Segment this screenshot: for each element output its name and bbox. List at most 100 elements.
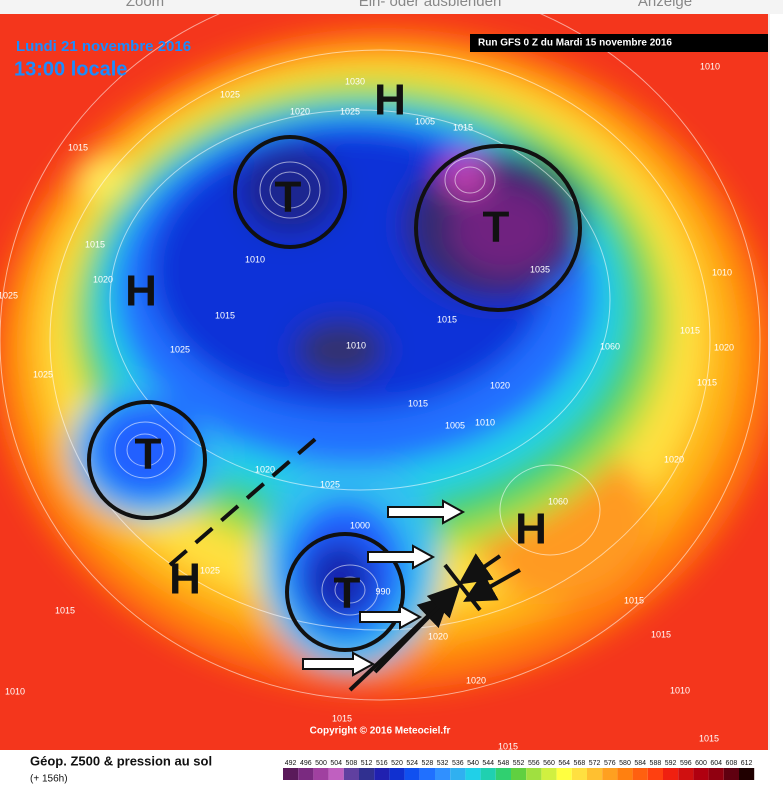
- isobar-label: 1020: [714, 342, 734, 352]
- scale-swatch: [708, 768, 724, 780]
- pressure-center: T: [483, 203, 510, 252]
- scale-swatch: [374, 768, 390, 780]
- isobar-label: 1020: [290, 106, 310, 116]
- isobar-label: 1015: [85, 239, 105, 249]
- isobar-label: 1010: [700, 61, 720, 71]
- scale-swatch: [632, 768, 648, 780]
- scale-swatch: [328, 768, 344, 780]
- isobar-label: 1010: [670, 685, 690, 695]
- pressure-center: T: [275, 173, 302, 222]
- scale-label: 500: [315, 760, 327, 767]
- scale-swatch: [404, 768, 420, 780]
- scale-swatch: [602, 768, 618, 780]
- scale-swatch: [495, 768, 511, 780]
- isobar-label: 1015: [332, 713, 352, 723]
- scale-label: 560: [543, 760, 555, 767]
- scale-swatch: [693, 768, 709, 780]
- isobar-label: 1060: [548, 496, 568, 506]
- scale-label: 576: [604, 760, 616, 767]
- copyright: Copyright © 2016 Meteociel.fr: [310, 726, 451, 737]
- scale-swatch: [617, 768, 633, 780]
- isobar-label: 1020: [664, 454, 684, 464]
- scale-label: 536: [452, 760, 464, 767]
- scale-swatch: [313, 768, 329, 780]
- scale-swatch: [343, 768, 359, 780]
- run-box: [470, 34, 768, 52]
- isobar-label: 1015: [453, 122, 473, 132]
- isobar-label: 1015: [651, 629, 671, 639]
- pressure-center: H: [169, 555, 201, 604]
- isobar-label: 1025: [0, 290, 18, 300]
- isobar-label: 1035: [530, 264, 550, 274]
- pressure-center: T: [334, 569, 361, 618]
- isobar-label: 1030: [345, 76, 365, 86]
- isobar-label: 1015: [437, 314, 457, 324]
- map: 1030 1025 1020 1025 1005 1015 1010 1015 1010 1015…: [0, 14, 768, 751]
- scale-label: 512: [361, 760, 373, 767]
- scale-label: 524: [406, 760, 418, 767]
- scale-swatch: [419, 768, 435, 780]
- isobar-label: 1005: [445, 420, 465, 430]
- scale-label: 540: [467, 760, 479, 767]
- isobar-label: 1010: [475, 417, 495, 427]
- toolbar-item: Ein- oder ausblenden: [359, 0, 502, 10]
- isobar-label: 1025: [200, 565, 220, 575]
- scale-swatch: [556, 768, 572, 780]
- isobar-label: 1010: [245, 254, 265, 264]
- pressure-center: T: [135, 430, 162, 479]
- pressure-center: H: [374, 76, 406, 125]
- isobar-label: 1015: [215, 310, 235, 320]
- scale-label: 572: [589, 760, 601, 767]
- isobar-label: 1020: [466, 675, 486, 685]
- isobar-label: 990: [375, 586, 390, 596]
- scale-label: 532: [437, 760, 449, 767]
- isobar-label: 1005: [415, 116, 435, 126]
- isobar-label: 1015: [68, 142, 88, 152]
- scale-label: 520: [391, 760, 403, 767]
- scale-swatch: [663, 768, 679, 780]
- isobar-label: 1000: [350, 520, 370, 530]
- scale-label: 580: [619, 760, 631, 767]
- scale-label: 608: [726, 760, 738, 767]
- legend-subtitle: (+ 156h): [30, 774, 68, 785]
- scale-swatch: [359, 768, 375, 780]
- isobar-label: 1020: [255, 464, 275, 474]
- toolbar-item: Zoom: [126, 0, 164, 10]
- date: Lundi 21 novembre 2016: [16, 38, 191, 55]
- scale-swatch: [587, 768, 603, 780]
- isobar-label: 1060: [600, 341, 620, 351]
- scale-label: 516: [376, 760, 388, 767]
- scale-swatch: [389, 768, 405, 780]
- isobar-label: 1010: [5, 686, 25, 696]
- isobar-label: 1015: [624, 595, 644, 605]
- scale-swatch: [723, 768, 739, 780]
- isobar-label: 1025: [320, 479, 340, 489]
- scale-swatch: [465, 768, 481, 780]
- scale-label: 552: [513, 760, 525, 767]
- isobar-label: 1015: [55, 605, 75, 615]
- scale-label: 592: [665, 760, 677, 767]
- scale-label: 584: [634, 760, 646, 767]
- scale-swatch: [450, 768, 466, 780]
- scale-swatch: [298, 768, 314, 780]
- scale-label: 496: [300, 760, 312, 767]
- scale-swatch: [678, 768, 694, 780]
- isobar-label: 1025: [170, 344, 190, 354]
- time: 13:00 locale: [14, 58, 127, 80]
- isobar-label: 1020: [428, 631, 448, 641]
- isobar-label: 1010: [346, 340, 366, 350]
- isobar-label: 1015: [680, 325, 700, 335]
- scale-swatch: [571, 768, 587, 780]
- scale-label: 492: [285, 760, 297, 767]
- scale-swatch: [739, 768, 755, 780]
- scale-swatch: [480, 768, 496, 780]
- toolbar: [0, 0, 783, 14]
- scale-label: 508: [346, 760, 358, 767]
- scale-swatch: [511, 768, 527, 780]
- legend-title: Géop. Z500 & pression au sol: [30, 753, 212, 768]
- isobar-label: 1020: [93, 274, 113, 284]
- scale-label: 568: [574, 760, 586, 767]
- scale-swatch: [647, 768, 663, 780]
- scale-label: 548: [498, 760, 510, 767]
- isobar-label: 1015: [498, 741, 518, 751]
